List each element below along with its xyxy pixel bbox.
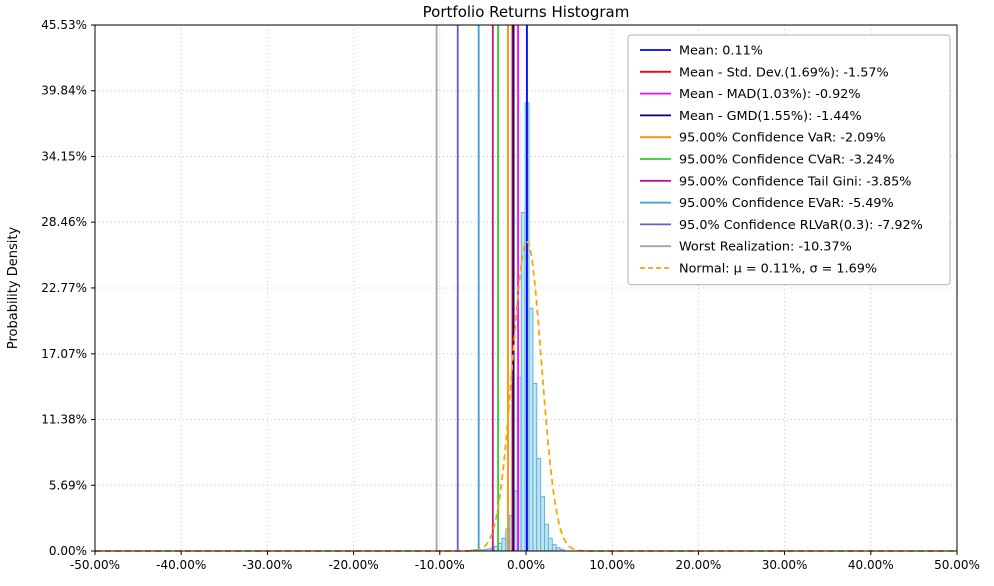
y-tick-label: 39.84%	[41, 84, 87, 98]
x-tick-label: 20.00%	[676, 558, 722, 572]
legend-entry: 95.00% Confidence EVaR: -5.49%	[640, 196, 894, 211]
y-tick-label: 0.00%	[49, 544, 87, 558]
legend-entry-label: 95.00% Confidence VaR: -2.09%	[679, 131, 886, 146]
hist-bar	[544, 523, 549, 552]
legend: Mean: 0.11% Mean - Std. Dev.(1.69%): -1.5…	[627, 34, 951, 286]
hist-bar	[540, 496, 546, 552]
x-tick-label: -30.00%	[242, 558, 292, 572]
legend-entry-label: Mean - MAD(1.03%): -0.92%	[679, 87, 861, 102]
hist-bar	[528, 307, 534, 552]
legend-entry: Mean - Std. Dev.(1.69%): -1.57%	[640, 65, 889, 80]
legend-entry: Normal: μ = 0.11%, σ = 1.69%	[640, 262, 877, 277]
legend-entry: 95.00% Confidence Tail Gini: -3.85%	[640, 174, 911, 189]
y-tick-label: 45.53%	[41, 18, 87, 32]
legend-entry-label: Worst Realization: -10.37%	[679, 240, 852, 255]
x-tick-label: -20.00%	[329, 558, 379, 572]
legend-entry: 95.00% Confidence VaR: -2.09%	[640, 131, 886, 146]
x-tick-label: -40.00%	[156, 558, 206, 572]
hist-bar	[532, 382, 538, 552]
hist-bar	[520, 212, 526, 552]
legend-box	[627, 34, 951, 286]
x-tick-label: 50.00%	[934, 558, 980, 572]
legend-entry-label: 95.0% Confidence RLVaR(0.3): -7.92%	[679, 218, 923, 233]
hist-bar	[547, 537, 553, 552]
hist-bar	[501, 537, 507, 552]
legend-entry: 95.00% Confidence CVaR: -3.24%	[640, 153, 895, 168]
legend-entry: Mean - GMD(1.55%): -1.44%	[640, 109, 862, 124]
x-tick-label: 30.00%	[762, 558, 808, 572]
legend-entry: Worst Realization: -10.37%	[640, 240, 852, 255]
hist-bar	[536, 458, 542, 552]
legend-entry-label: Mean - GMD(1.55%): -1.44%	[679, 109, 862, 124]
x-tick-label: 40.00%	[848, 558, 894, 572]
legend-entry-label: 95.00% Confidence Tail Gini: -3.85%	[679, 174, 911, 189]
legend-entry-label: Mean - Std. Dev.(1.69%): -1.57%	[679, 65, 889, 80]
legend-entry: Mean - MAD(1.03%): -0.92%	[640, 87, 861, 102]
legend-entry-label: 95.00% Confidence EVaR: -5.49%	[679, 196, 894, 211]
y-tick-label: 28.46%	[41, 215, 87, 229]
y-tick-label: 11.38%	[41, 413, 87, 427]
y-tick-label: 34.15%	[41, 149, 87, 163]
legend-entry-label: Normal: μ = 0.11%, σ = 1.69%	[679, 262, 877, 277]
hist-bar	[551, 544, 557, 552]
legend-entry: 95.0% Confidence RLVaR(0.3): -7.92%	[640, 218, 923, 233]
x-tick-label: -10.00%	[415, 558, 465, 572]
legend-entry-label: 95.00% Confidence CVaR: -3.24%	[679, 153, 895, 168]
risk-lines	[435, 25, 528, 551]
legend-entry: Mean: 0.11%	[640, 44, 763, 59]
ticks: -50.00% -40.00% -30.00% -20.00% -10.00% 0.00%…	[41, 18, 980, 572]
legend-entry-label: Mean: 0.11%	[679, 44, 763, 59]
y-axis-label: Probability Density	[6, 227, 21, 350]
y-tick-label: 17.07%	[41, 347, 87, 361]
x-tick-label: 10.00%	[589, 558, 635, 572]
x-tick-label: -50.00%	[70, 558, 120, 572]
plot-area: -50.00% -40.00% -30.00% -20.00% -10.00% 0.00%…	[41, 18, 980, 572]
y-tick-label: 22.77%	[41, 281, 87, 295]
chart-title: Portfolio Returns Histogram	[423, 3, 630, 21]
x-tick-label: 0.00%	[507, 558, 545, 572]
y-tick-label: 5.69%	[49, 478, 87, 492]
